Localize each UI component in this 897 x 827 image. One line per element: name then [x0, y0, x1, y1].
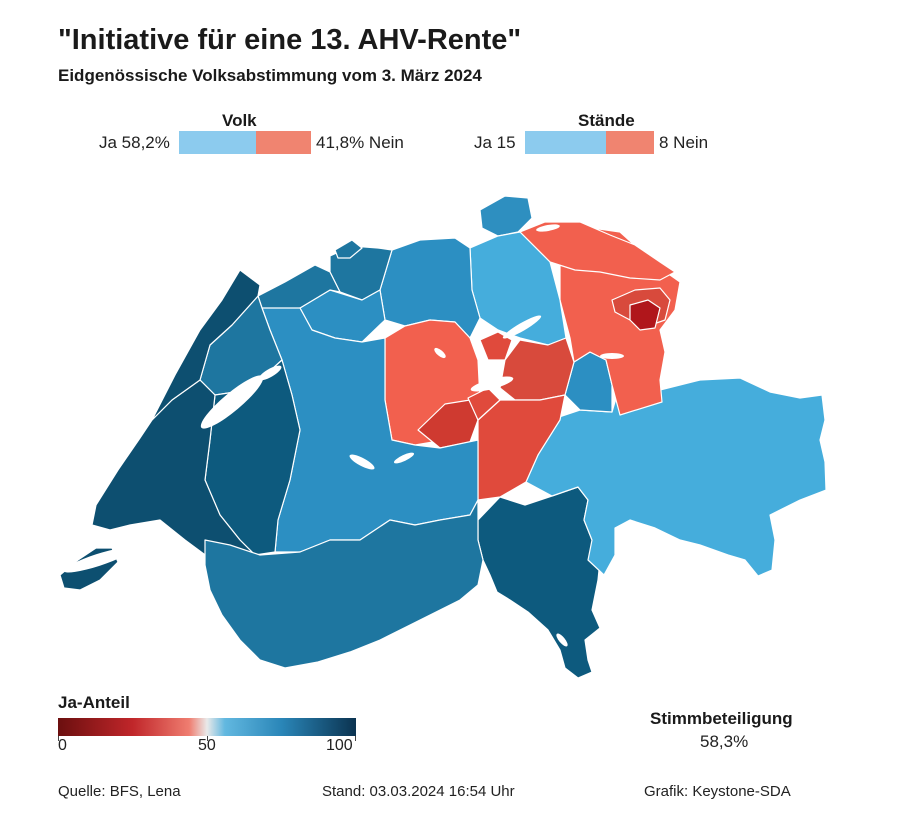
lake-brienz	[393, 452, 415, 464]
legend-title: Ja-Anteil	[58, 693, 130, 712]
volk-nein-bar	[256, 131, 311, 154]
footer-credit: Grafik: Keystone-SDA	[644, 783, 791, 800]
staende-ja-label: Ja 15	[474, 133, 516, 152]
lake-zurich	[502, 315, 542, 339]
legend-color-scale	[58, 718, 356, 736]
volk-heading: Volk	[222, 111, 257, 130]
turnout-label: Stimmbeteiligung	[650, 709, 793, 728]
volk-nein-label: 41,8% Nein	[316, 133, 404, 152]
lake-biel	[258, 365, 282, 381]
canton-schaffhausen[interactable]	[479, 195, 533, 237]
legend-tick-100	[355, 736, 356, 741]
lake-constance	[536, 224, 560, 232]
canton-zug[interactable]	[479, 331, 513, 361]
chart-subtitle: Eidgenössische Volksabstimmung vom 3. Mä…	[58, 66, 482, 85]
legend-tick-0	[58, 736, 59, 741]
canton-vaud-jura[interactable]	[151, 269, 261, 421]
legend-label-100: 100	[326, 737, 353, 754]
lake-sempach	[434, 347, 446, 359]
lake-neuchatel	[200, 375, 264, 429]
lake-thun	[349, 454, 375, 470]
lake-geneva	[63, 547, 133, 573]
legend-label-50: 50	[198, 737, 216, 754]
volk-ja-label: Ja 58,2%	[99, 133, 170, 152]
canton-ticino[interactable]	[477, 486, 601, 679]
turnout-value: 58,3%	[700, 732, 749, 751]
staende-heading: Stände	[578, 111, 635, 130]
canton-appenzell-ir[interactable]	[629, 299, 661, 331]
lake-lucerne	[470, 376, 514, 392]
footer-source: Quelle: BFS, Lena	[58, 783, 181, 800]
footer-stand: Stand: 03.03.2024 16:54 Uhr	[322, 783, 515, 800]
canton-basel-stadt[interactable]	[334, 239, 363, 259]
staende-nein-label: 8 Nein	[659, 133, 709, 152]
canton-thurgau[interactable]	[519, 221, 676, 281]
staende-nein-bar	[606, 131, 654, 154]
legend-label-0: 0	[58, 737, 67, 754]
chart-title: "Initiative für eine 13. AHV-Rente"	[58, 24, 522, 56]
canton-valais[interactable]	[204, 499, 484, 669]
legend-tick-50	[207, 736, 208, 741]
lake-lugano	[556, 633, 568, 647]
canton-nidwalden[interactable]	[467, 387, 501, 421]
canton-schwyz[interactable]	[499, 337, 575, 401]
lake-walen	[600, 353, 624, 359]
volk-ja-bar	[179, 131, 256, 154]
staende-ja-bar	[525, 131, 606, 154]
